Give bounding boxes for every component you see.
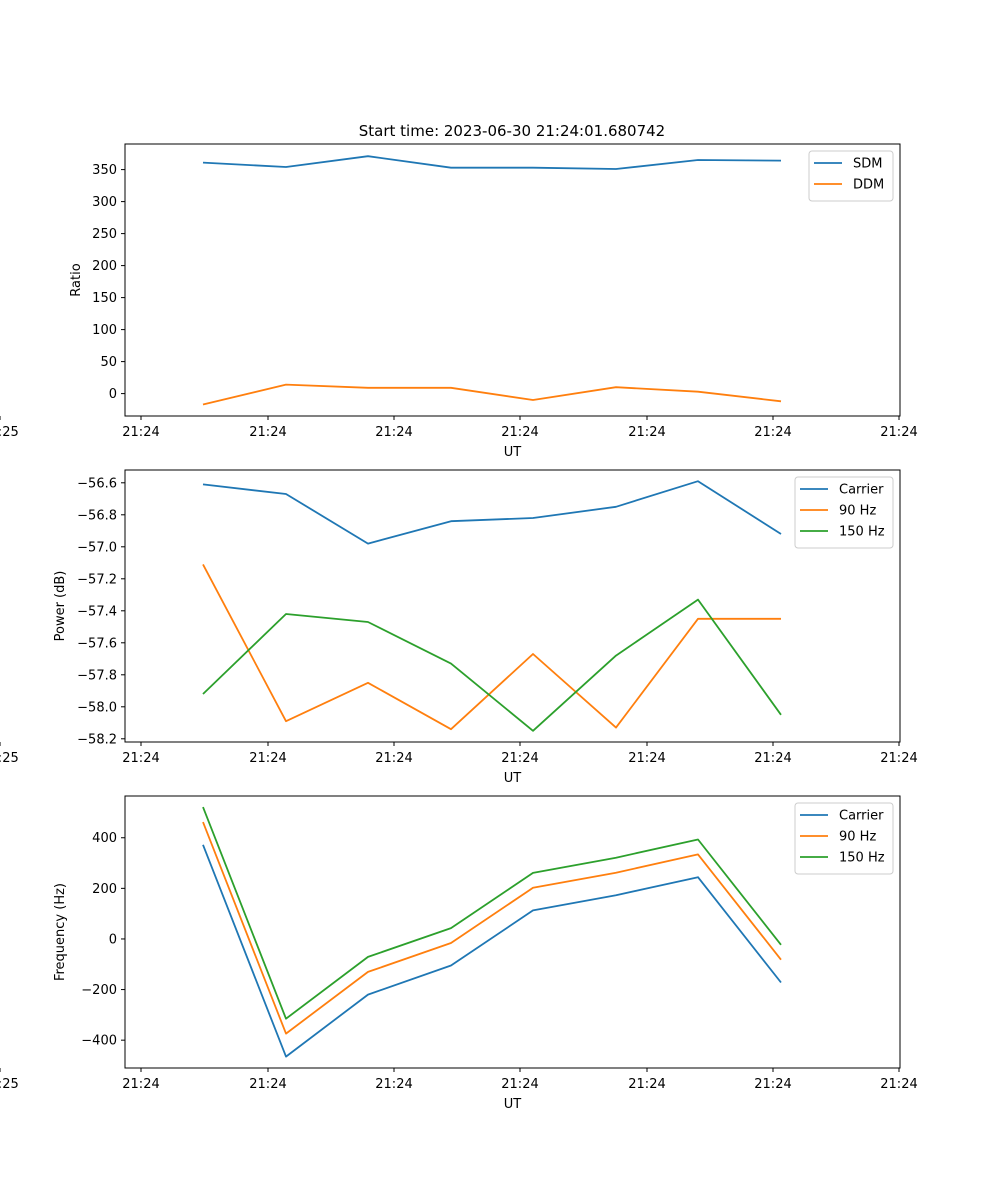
ratio-x-tick-label: 21:24: [375, 425, 412, 440]
ratio-y-tick-label: 250: [92, 227, 117, 242]
power-y-axis-label: Power (dB): [53, 571, 68, 642]
frequency-y-axis-label: Frequency (Hz): [53, 883, 68, 981]
ratio-axes-frame: [124, 143, 901, 417]
frequency-y-tick-label: 0: [109, 932, 117, 947]
frequency-panel: −400 −200 0 200 400 21:24 21:24 21:24 21:24 21:24…: [0, 795, 918, 1112]
frequency-x-axis-label: UT: [504, 1097, 522, 1112]
figure-title: Start time: 2023-06-30 21:24:01.680742: [359, 122, 665, 140]
frequency-x-tick-label: 21:24: [880, 1077, 917, 1092]
frequency-x-tick-label: 21:24: [628, 1077, 665, 1092]
frequency-y-tick-label: −400: [81, 1034, 117, 1049]
power-x-tick-label: 21:24: [375, 751, 412, 766]
ratio-x-tick-label: 21:24: [501, 425, 538, 440]
frequency-x-tick-label: 21:24: [754, 1077, 791, 1092]
frequency-legend-label: 90 Hz: [839, 830, 876, 845]
ratio-panel: 0 50 100 150 200 250 300 350 21:24 21:24 21:24 21:2…: [0, 143, 918, 460]
ratio-series-sdm: [202, 155, 782, 170]
ratio-y-tick-label: 100: [92, 323, 117, 338]
ratio-x-tick-label: 21:24: [754, 425, 791, 440]
power-legend: Carrier 90 Hz 150 Hz: [794, 476, 894, 549]
frequency-x-tick-label: 21:25: [0, 1077, 19, 1092]
ratio-y-tick-label: 0: [109, 387, 117, 402]
power-x-tick-label: 21:24: [122, 751, 159, 766]
power-legend-label: 90 Hz: [839, 504, 876, 519]
frequency-x-tick-label: 21:24: [501, 1077, 538, 1092]
power-y-tick-label: −57.4: [77, 604, 117, 619]
power-axes-frame: [124, 469, 901, 743]
power-x-tick-label: 21:24: [880, 751, 917, 766]
power-y-tick-label: −57.2: [77, 572, 117, 587]
frequency-series-150-hz: [202, 806, 782, 1020]
frequency-legend-label: 150 Hz: [839, 851, 885, 866]
power-legend-label: 150 Hz: [839, 525, 885, 540]
frequency-x-tick-label: 21:24: [249, 1077, 286, 1092]
ratio-x-tick-label: 21:25: [0, 425, 19, 440]
ratio-y-tick-label: 350: [92, 163, 117, 178]
ratio-x-tick-label: 21:24: [249, 425, 286, 440]
power-x-tick-label: 21:24: [249, 751, 286, 766]
power-y-tick-label: −57.0: [77, 540, 117, 555]
frequency-series-90-hz: [202, 821, 782, 1035]
ratio-x-tick-label: 21:24: [880, 425, 917, 440]
power-y-tick-label: −57.6: [77, 636, 117, 651]
ratio-x-axis-label: UT: [504, 445, 522, 460]
power-y-tick-label: −56.8: [77, 508, 117, 523]
frequency-axes-frame: [124, 795, 901, 1069]
ratio-y-tick-label: 150: [92, 291, 117, 306]
frequency-y-tick-label: 200: [92, 882, 117, 897]
ratio-x-tick-label: 21:24: [122, 425, 159, 440]
ratio-legend: SDM DDM: [808, 150, 894, 202]
power-x-axis-label: UT: [504, 771, 522, 786]
power-legend-label: Carrier: [839, 483, 884, 498]
ratio-legend-label: SDM: [853, 157, 882, 172]
ratio-legend-label: DDM: [853, 178, 884, 193]
power-y-tick-label: −58.2: [77, 732, 117, 747]
ratio-y-tick-label: 300: [92, 195, 117, 210]
power-series-carrier: [202, 480, 782, 545]
power-series-90-hz: [202, 563, 781, 731]
power-y-tick-label: −56.6: [77, 476, 117, 491]
ratio-y-axis-label: Ratio: [69, 263, 84, 296]
frequency-legend-label: Carrier: [839, 809, 884, 824]
ratio-series-ddm: [202, 383, 782, 406]
ratio-y-tick-label: 50: [100, 355, 117, 370]
frequency-y-tick-label: 400: [92, 831, 117, 846]
frequency-x-tick-label: 21:24: [122, 1077, 159, 1092]
ratio-x-tick-label: 21:24: [628, 425, 665, 440]
power-panel: −58.2 −58.0 −57.8 −57.6 −57.4 −57.2 −57.0 −56.8…: [0, 469, 918, 786]
power-y-tick-label: −57.8: [77, 668, 117, 683]
frequency-series-carrier: [202, 844, 782, 1058]
power-x-tick-label: 21:24: [754, 751, 791, 766]
frequency-x-tick-label: 21:24: [375, 1077, 412, 1092]
power-x-tick-label: 21:24: [501, 751, 538, 766]
power-series-150-hz: [202, 598, 782, 732]
ratio-y-tick-label: 200: [92, 259, 117, 274]
frequency-y-tick-label: −200: [81, 983, 117, 998]
power-y-tick-label: −58.0: [77, 700, 117, 715]
power-x-tick-label: 21:25: [0, 751, 19, 766]
frequency-legend: Carrier 90 Hz 150 Hz: [794, 802, 894, 875]
power-x-tick-label: 21:24: [628, 751, 665, 766]
